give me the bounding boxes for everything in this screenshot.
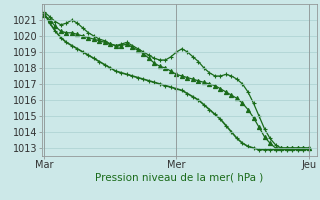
X-axis label: Pression niveau de la mer( hPa ): Pression niveau de la mer( hPa )	[95, 173, 263, 183]
